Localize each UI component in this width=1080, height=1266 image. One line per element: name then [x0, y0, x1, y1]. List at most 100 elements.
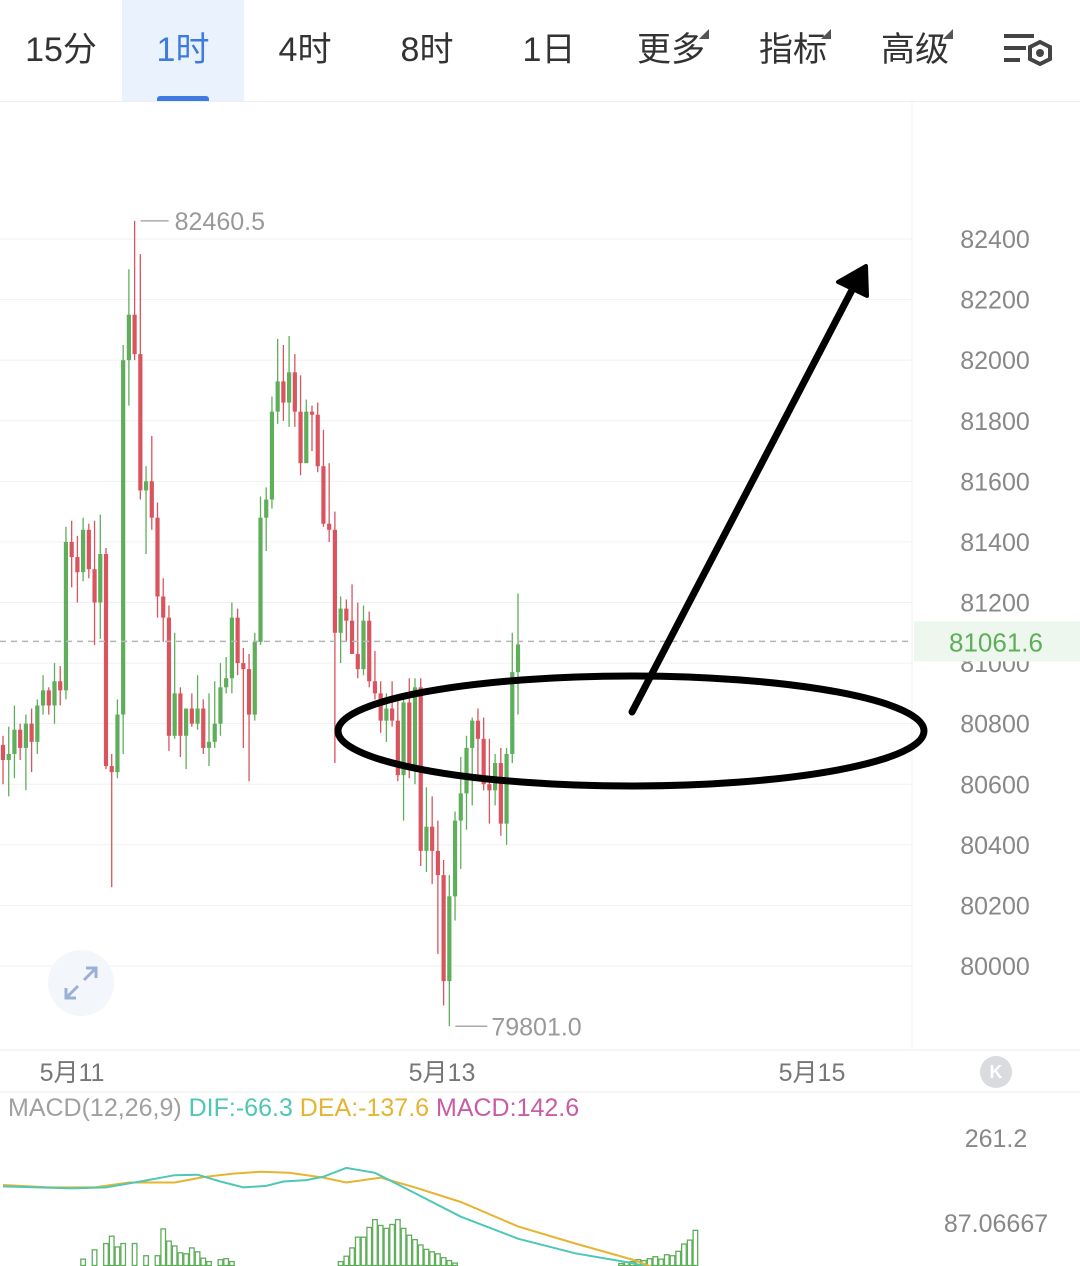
- candle-body: [504, 753, 509, 824]
- candle-body: [287, 372, 292, 403]
- candle-body: [372, 681, 378, 694]
- price-chart[interactable]: 8240082200820008180081600814008120081000…: [0, 101, 1080, 1266]
- candle-body: [246, 669, 252, 715]
- candle-body: [430, 826, 435, 851]
- macd-histogram-bar: [389, 1223, 396, 1266]
- candle-body: [390, 708, 395, 721]
- candle-body: [149, 481, 154, 518]
- candle-body: [327, 523, 332, 530]
- tab-label: 15分: [25, 31, 97, 69]
- candle-body: [52, 681, 57, 706]
- tab-label: 4时: [278, 31, 332, 69]
- candle-body: [138, 354, 143, 491]
- scroll-to-latest-icon: K: [989, 1062, 1003, 1082]
- candle-body: [224, 678, 229, 688]
- tab-5[interactable]: 更多: [610, 0, 732, 101]
- candle-body: [304, 411, 309, 464]
- candle-body: [435, 850, 440, 876]
- y-tick-label: 81200: [960, 590, 1030, 618]
- candle-body: [498, 763, 503, 824]
- y-tick-label: 81600: [960, 468, 1030, 496]
- candle-body: [0, 744, 6, 761]
- tab-label: 1日: [522, 31, 576, 69]
- macd-histogram-bar: [165, 1240, 172, 1266]
- candle-body: [424, 826, 429, 851]
- candle-body: [452, 820, 458, 897]
- macd-histogram-bar: [360, 1236, 367, 1266]
- candle-body: [367, 620, 372, 682]
- macd-histogram-bar: [400, 1227, 407, 1266]
- y-tick-label: 80200: [960, 892, 1030, 920]
- tab-3[interactable]: 8时: [366, 0, 488, 101]
- current-price-badge: [914, 621, 1080, 662]
- macd-histogram-bar: [337, 1260, 344, 1266]
- y-tick-label: 82000: [960, 347, 1030, 375]
- macd-histogram-bar: [377, 1224, 384, 1266]
- y-tick-label: 81400: [960, 529, 1030, 557]
- candle-body: [206, 741, 212, 748]
- candle-body: [292, 372, 297, 412]
- candle-body: [355, 653, 360, 670]
- candle-body: [6, 753, 11, 761]
- macd-histogram-bar: [658, 1258, 665, 1266]
- macd-histogram-bar: [675, 1250, 682, 1266]
- macd-histogram-bar: [80, 1258, 87, 1266]
- y-tick-label: 80400: [960, 832, 1030, 860]
- candle-body: [63, 541, 69, 691]
- macd-dea-label: DEA:-137.6: [299, 1094, 430, 1122]
- chart-settings-icon: [1004, 34, 1052, 67]
- candle-body: [92, 569, 97, 603]
- macd-histogram-bar: [349, 1247, 356, 1266]
- tab-7[interactable]: 高级: [854, 0, 976, 101]
- candle-body: [18, 729, 23, 748]
- candle-body: [309, 411, 315, 415]
- macd-histogram-bar: [143, 1255, 150, 1266]
- y-tick-label: 82400: [960, 226, 1030, 254]
- y-tick-label: 80000: [960, 953, 1030, 981]
- scroll-to-latest-button[interactable]: K: [980, 1056, 1012, 1088]
- chart-settings-button[interactable]: [1000, 28, 1060, 78]
- annotation-arrow-head: [836, 264, 869, 298]
- macd-histogram-bar: [91, 1249, 98, 1266]
- macd-histogram-bar: [394, 1218, 401, 1266]
- macd-dif-label: DIF:-66.3: [188, 1094, 293, 1122]
- candle-body: [378, 693, 383, 721]
- tab-label: 高级: [881, 29, 953, 69]
- candle-body: [46, 690, 51, 706]
- macd-histogram-bar: [429, 1251, 436, 1266]
- y-tick-label: 82200: [960, 287, 1030, 315]
- annotation-ellipse: [334, 672, 928, 790]
- candle-body: [212, 723, 217, 742]
- macd-histogram-bar: [452, 1262, 459, 1266]
- candle-body: [384, 708, 389, 721]
- y-tick-label: 80600: [960, 771, 1030, 799]
- timeframe-tab-bar: 15分 1时 4时 8时 1日 更多 指标 高级: [0, 0, 1080, 102]
- tab-2[interactable]: 4时: [244, 0, 366, 101]
- candle-body: [441, 875, 446, 982]
- dropdown-caret-icon: [943, 29, 953, 39]
- tab-4[interactable]: 1日: [488, 0, 610, 101]
- macd-histogram-bar: [120, 1242, 127, 1266]
- macd-histogram-bar: [171, 1245, 178, 1266]
- candle-body: [315, 414, 320, 467]
- macd-histogram-bar: [194, 1251, 201, 1266]
- tab-1[interactable]: 1时: [122, 0, 244, 101]
- candle-body: [161, 596, 166, 618]
- macd-params: MACD(12,26,9): [8, 1094, 182, 1122]
- fullscreen-button[interactable]: [48, 950, 114, 1016]
- macd-histogram-bar: [406, 1234, 413, 1266]
- macd-dea-line: [2, 1170, 653, 1266]
- candle-body: [332, 529, 337, 633]
- candle-body: [321, 466, 326, 524]
- candle-body: [458, 793, 463, 821]
- macd-histogram-bar: [680, 1243, 687, 1266]
- candle-body: [447, 896, 452, 982]
- candle-body: [407, 702, 412, 767]
- macd-histogram-bar: [103, 1242, 109, 1266]
- tab-label: 指标: [759, 29, 831, 69]
- tab-6[interactable]: 指标: [732, 0, 854, 101]
- dropdown-caret-icon: [699, 29, 709, 39]
- x-tick-label: 5月13: [409, 1059, 476, 1087]
- current-price-label: 81061.6: [949, 627, 1043, 657]
- tab-0[interactable]: 15分: [0, 0, 122, 101]
